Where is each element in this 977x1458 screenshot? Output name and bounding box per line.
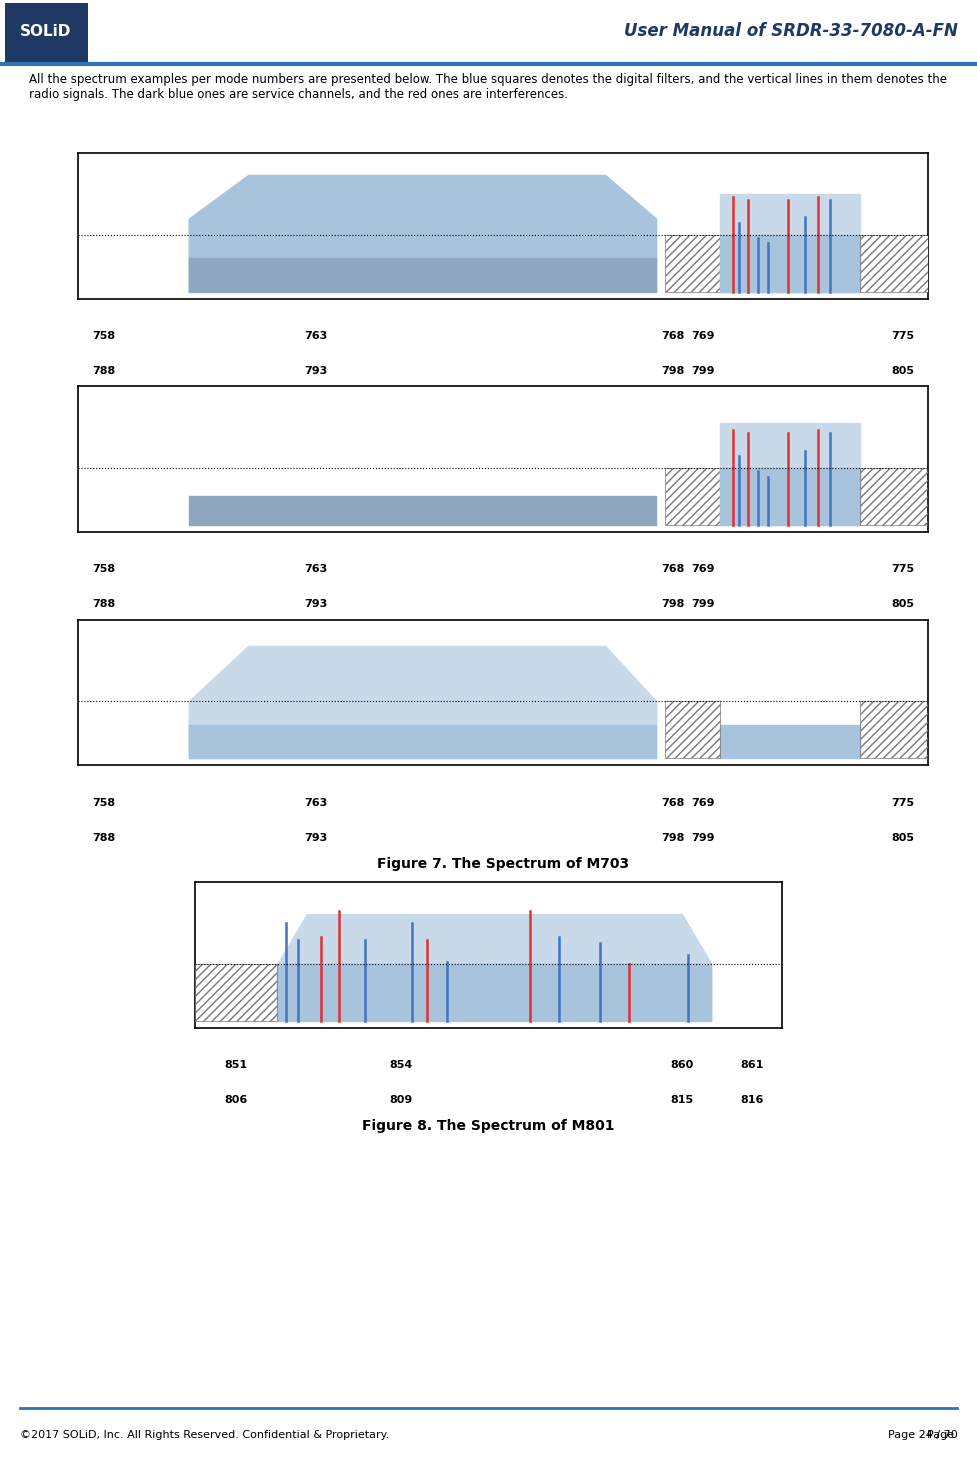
Text: 815: 815: [670, 1095, 694, 1105]
Bar: [664, 235, 720, 292]
Bar: [860, 235, 928, 292]
Text: 763: 763: [305, 798, 327, 808]
Bar: [860, 701, 928, 758]
Text: 763: 763: [305, 331, 327, 341]
FancyBboxPatch shape: [5, 3, 88, 63]
Text: 769: 769: [691, 564, 714, 574]
Text: 798: 798: [661, 366, 685, 376]
Text: 799: 799: [691, 366, 714, 376]
Text: SOLiD: SOLiD: [21, 23, 71, 39]
Text: 793: 793: [305, 599, 327, 609]
Text: 793: 793: [305, 366, 327, 376]
Text: 769: 769: [691, 798, 714, 808]
Bar: [860, 235, 928, 292]
Bar: [195, 964, 277, 1021]
Text: 758: 758: [92, 798, 115, 808]
Text: 805: 805: [891, 599, 914, 609]
Text: 799: 799: [691, 599, 714, 609]
Bar: [664, 235, 720, 292]
Text: 768: 768: [661, 564, 685, 574]
Text: Figure 7. The Spectrum of M703: Figure 7. The Spectrum of M703: [377, 857, 629, 870]
Text: Figure 5. The Spectrum of M701: Figure 5. The Spectrum of M701: [377, 391, 629, 404]
Bar: [664, 701, 720, 758]
Text: 798: 798: [661, 833, 685, 843]
Text: 806: 806: [225, 1095, 248, 1105]
Bar: [860, 468, 928, 525]
Text: User Manual of SRDR-33-7080-A-FN: User Manual of SRDR-33-7080-A-FN: [623, 22, 957, 41]
Text: 758: 758: [92, 331, 115, 341]
Text: 809: 809: [389, 1095, 412, 1105]
Text: Page: Page: [927, 1430, 957, 1439]
Bar: [664, 468, 720, 525]
Text: Page 24 / 70: Page 24 / 70: [888, 1430, 957, 1439]
Text: 763: 763: [305, 564, 327, 574]
Text: Figure 8. The Spectrum of M801: Figure 8. The Spectrum of M801: [362, 1120, 615, 1133]
Text: ©2017 SOLiD, Inc. All Rights Reserved. Confidential & Proprietary.: ©2017 SOLiD, Inc. All Rights Reserved. C…: [20, 1430, 389, 1439]
Text: 805: 805: [891, 833, 914, 843]
Text: 861: 861: [741, 1060, 764, 1070]
Text: 769: 769: [691, 331, 714, 341]
Text: 788: 788: [92, 366, 115, 376]
Text: 860: 860: [670, 1060, 694, 1070]
Text: 775: 775: [891, 798, 914, 808]
Text: 793: 793: [305, 833, 327, 843]
Text: 758: 758: [92, 564, 115, 574]
Text: 816: 816: [741, 1095, 764, 1105]
Text: 854: 854: [389, 1060, 412, 1070]
Text: 788: 788: [92, 833, 115, 843]
Text: All the spectrum examples per mode numbers are presented below. The blue squares: All the spectrum examples per mode numbe…: [29, 73, 948, 101]
Text: 775: 775: [891, 331, 914, 341]
Text: Figure 6. The Spectrum of M702: Figure 6. The Spectrum of M702: [377, 624, 629, 637]
Text: 851: 851: [225, 1060, 248, 1070]
Text: 805: 805: [891, 366, 914, 376]
Text: 768: 768: [661, 331, 685, 341]
Text: 798: 798: [661, 599, 685, 609]
Text: 788: 788: [92, 599, 115, 609]
Text: 775: 775: [891, 564, 914, 574]
Text: 799: 799: [691, 833, 714, 843]
Text: 768: 768: [661, 798, 685, 808]
